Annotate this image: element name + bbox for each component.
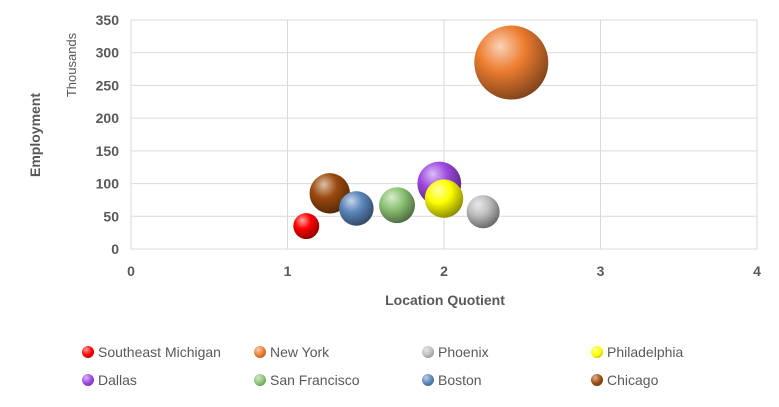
x-tick-label: 1 <box>284 263 292 279</box>
y-tick-label: 250 <box>96 77 120 93</box>
legend-label: Chicago <box>607 372 659 388</box>
bubble-new-york <box>474 25 549 100</box>
y-axis-title: Employment <box>27 93 43 177</box>
legend-marker <box>422 374 434 386</box>
bubble-philadelphia <box>424 179 464 218</box>
y-tick-label: 50 <box>103 208 119 224</box>
legend-label: New York <box>270 344 330 360</box>
legend-marker <box>591 346 603 358</box>
legend-item-new-york: New York <box>254 342 329 362</box>
x-tick-label: 0 <box>127 263 135 279</box>
legend-item-dallas: Dallas <box>82 370 137 390</box>
y-tick-label: 100 <box>96 176 120 192</box>
grid-lines <box>130 19 758 250</box>
legend-item-boston: Boston <box>422 370 482 390</box>
legend-marker <box>254 374 266 386</box>
y-axis-unit: Thousands <box>64 32 79 97</box>
bubble-san-francisco <box>379 187 415 224</box>
y-tick-label: 300 <box>96 45 120 61</box>
y-tick-label: 150 <box>96 143 120 159</box>
legend-label: San Francisco <box>270 372 360 388</box>
legend-marker <box>82 374 94 386</box>
y-tick-labels: 0 50 100 150 200 250 300 350 <box>96 12 120 257</box>
legend-marker <box>82 346 94 358</box>
legend-item-chicago: Chicago <box>591 370 658 390</box>
x-tick-label: 2 <box>440 263 448 279</box>
legend-label: Phoenix <box>438 344 489 360</box>
y-tick-label: 200 <box>96 110 120 126</box>
legend-label: Dallas <box>98 372 137 388</box>
legend-label: Boston <box>438 372 482 388</box>
legend-item-southeast-michigan: Southeast Michigan <box>82 342 221 362</box>
y-tick-label: 350 <box>96 12 120 28</box>
legend-label: Philadelphia <box>607 344 684 360</box>
bubble-phoenix <box>466 195 500 229</box>
bubbles <box>293 25 549 240</box>
y-tick-label: 0 <box>111 241 119 257</box>
legend-marker <box>591 374 603 386</box>
x-tick-label: 3 <box>597 263 605 279</box>
bubble-southeast-michigan <box>293 213 320 240</box>
legend-item-philadelphia: Philadelphia <box>591 342 683 362</box>
bubble-boston <box>339 191 374 226</box>
x-tick-label: 4 <box>753 263 761 279</box>
legend-marker <box>422 346 434 358</box>
x-axis-title: Location Quotient <box>385 292 505 308</box>
x-tick-labels: 0 1 2 3 4 <box>127 263 761 279</box>
legend-item-san-francisco: San Francisco <box>254 370 359 390</box>
legend-marker <box>254 346 266 358</box>
legend-label: Southeast Michigan <box>98 344 221 360</box>
legend-item-phoenix: Phoenix <box>422 342 489 362</box>
